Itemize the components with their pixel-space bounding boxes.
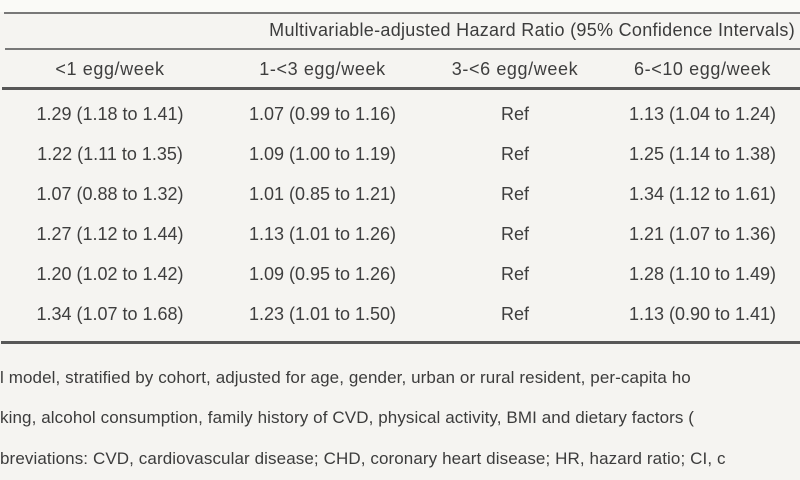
table-row: 1.07 (0.88 to 1.32) 1.01 (0.85 to 1.21) … — [0, 174, 800, 214]
hr-cell-ref: Ref — [500, 223, 529, 244]
hr-cell: 1.22 (1.11 to 1.35) — [37, 143, 183, 164]
hr-cell: 1.20 (1.02 to 1.42) — [36, 263, 184, 284]
hr-cell: 1.13 (1.04 to 1.24) — [628, 103, 777, 124]
hr-cell: 1.21 (1.07 to 1.36) — [628, 223, 777, 244]
hr-cell: 1.13 (0.90 to 1.41) — [628, 303, 777, 324]
table-row: 1.27 (1.12 to 1.44) 1.13 (1.01 to 1.26) … — [0, 214, 800, 254]
header-bottom-border — [2, 87, 800, 90]
hr-cell: 1.13 (1.01 to 1.26) — [248, 223, 397, 244]
hr-cell: 1.25 (1.14 to 1.38) — [628, 143, 777, 164]
table-bottom-border — [1, 341, 800, 344]
hr-cell: 1.34 (1.12 to 1.61) — [628, 183, 777, 204]
hr-cell: 1.09 (1.00 to 1.19) — [248, 143, 397, 164]
hr-cell: 1.34 (1.07 to 1.68) — [36, 303, 184, 324]
hr-cell: 1.27 (1.12 to 1.44) — [36, 223, 184, 244]
table-spanning-header: Multivariable-adjusted Hazard Ratio (95%… — [269, 20, 795, 40]
hr-cell: 1.07 (0.99 to 1.16) — [248, 103, 397, 124]
table-top-border — [4, 12, 800, 14]
column-header-3to6-egg: 3-<6 egg/week — [451, 58, 579, 79]
hr-cell: 1.07 (0.88 to 1.32) — [36, 183, 184, 204]
column-header-lt1-egg: <1 egg/week — [55, 58, 165, 79]
footnote-model-adjustments: l model, stratified by cohort, adjusted … — [0, 368, 691, 387]
hr-cell: 1.29 (1.18 to 1.41) — [36, 103, 184, 124]
hr-cell: 1.01 (0.85 to 1.21) — [248, 183, 397, 204]
hr-cell-ref: Ref — [500, 143, 529, 164]
column-header-1to3-egg: 1-<3 egg/week — [259, 58, 386, 79]
hr-cell-ref: Ref — [500, 263, 529, 284]
page-margin-strip — [0, 0, 800, 12]
column-header-6to10-egg: 6-<10 egg/week — [634, 58, 771, 79]
hr-cell-ref: Ref — [500, 183, 529, 204]
footnote-model-adjustments-continued: king, alcohol consumption, family histor… — [0, 408, 695, 427]
hr-cell-ref: Ref — [500, 303, 529, 324]
table-column-header-row: <1 egg/week 1-<3 egg/week 3-<6 egg/week … — [0, 52, 800, 86]
hr-cell: 1.28 (1.10 to 1.49) — [628, 263, 777, 284]
hr-cell-ref: Ref — [500, 103, 529, 124]
table-row: 1.29 (1.18 to 1.41) 1.07 (0.99 to 1.16) … — [0, 94, 800, 134]
hr-cell: 1.23 (1.01 to 1.50) — [248, 303, 397, 324]
table-row: 1.22 (1.11 to 1.35) 1.09 (1.00 to 1.19) … — [0, 134, 800, 174]
table-row: 1.34 (1.07 to 1.68) 1.23 (1.01 to 1.50) … — [0, 294, 800, 334]
footnote-abbreviations: breviations: CVD, cardiovascular disease… — [0, 449, 726, 468]
table-row: 1.20 (1.02 to 1.42) 1.09 (0.95 to 1.26) … — [0, 254, 800, 294]
hr-cell: 1.09 (0.95 to 1.26) — [248, 263, 397, 284]
spanning-header-underline — [5, 48, 800, 50]
